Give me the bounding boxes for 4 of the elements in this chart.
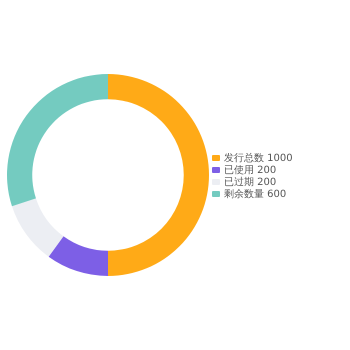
legend-label: 已过期 200 bbox=[224, 176, 276, 188]
legend-label: 已使用 200 bbox=[224, 165, 276, 176]
legend-label: 剩余数量 600 bbox=[224, 188, 286, 200]
legend-label: 发行总数 1000 bbox=[224, 152, 293, 164]
